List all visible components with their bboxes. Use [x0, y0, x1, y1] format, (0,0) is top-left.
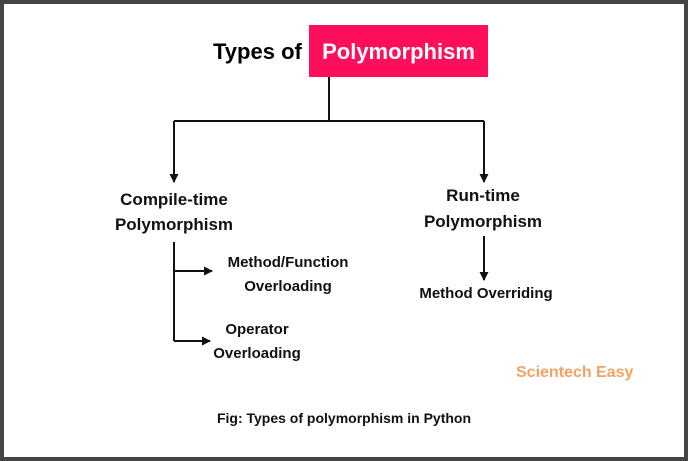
operator-overloading-label-line2: Overloading: [213, 345, 301, 362]
run-time-label-line1: Run-time: [446, 186, 520, 205]
compile-time-label-line2: Polymorphism: [114, 215, 234, 234]
operator-overloading-label-line1: Operator: [225, 321, 289, 338]
title-highlight: Polymorphism: [309, 25, 488, 77]
run-time-label-line2: Polymorphism: [423, 212, 543, 231]
method-overloading-label-line1: Method/Function: [227, 254, 349, 271]
figure-caption: Fig: Types of polymorphism in Python: [216, 410, 472, 426]
method-overloading-label-line2: Overloading: [244, 278, 332, 295]
compile-time-label-line1: Compile-time: [120, 190, 228, 209]
watermark: Scientech Easy: [516, 364, 634, 381]
title-prefix: Types of: [213, 39, 302, 64]
method-overriding-label: Method Overriding: [419, 285, 553, 302]
